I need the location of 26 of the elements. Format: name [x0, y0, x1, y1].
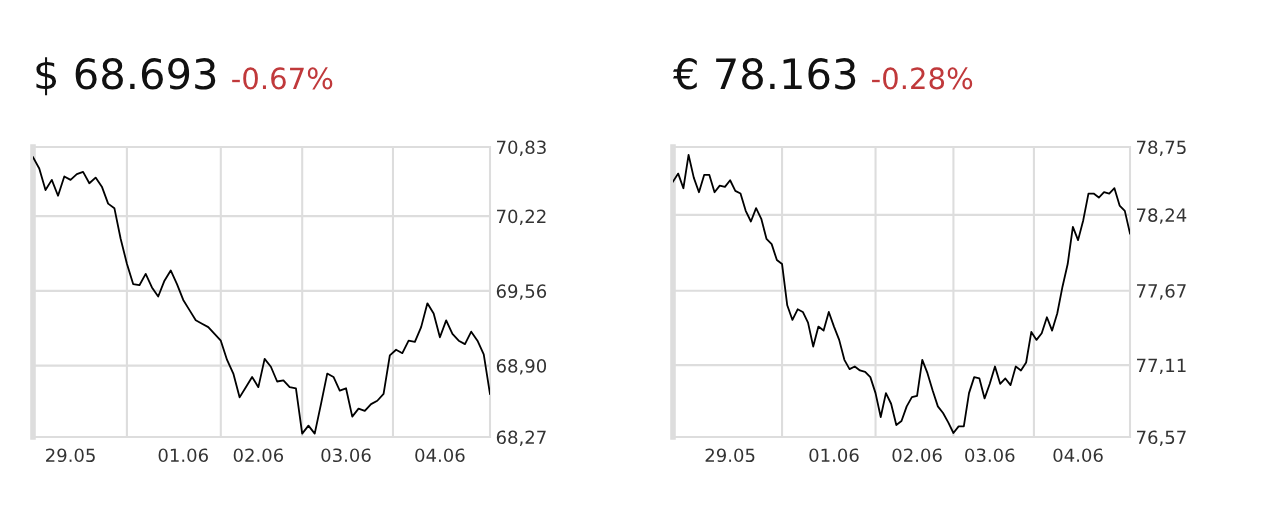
x-tick-label: 04.06 [415, 448, 465, 463]
y-tick-label: 70,22 [497, 209, 546, 226]
chart-title: € 78.163 [673, 58, 856, 90]
chart-subtitle: -0.28% [872, 67, 973, 90]
y-tick-label: 77,67 [1137, 284, 1186, 300]
y-tick-label: 77,11 [1137, 358, 1186, 375]
y-tick-label: 78,75 [1137, 140, 1186, 156]
y-tick-label: 68,90 [496, 359, 547, 375]
y-tick-label: 70,83 [497, 140, 546, 156]
x-tick-label: 01.06 [158, 448, 208, 463]
x-tick-label: 01.06 [809, 448, 859, 463]
y-tick-label: 68,27 [496, 430, 546, 446]
x-tick-label: 03.06 [965, 448, 1015, 463]
x-tick-label: 03.06 [321, 448, 371, 463]
x-tick-label: 02.06 [892, 448, 942, 463]
y-tick-label: 78,24 [1137, 208, 1187, 224]
y-tick-label: 69,56 [496, 284, 547, 300]
y-tick-label: 76,57 [1137, 430, 1186, 446]
x-tick-label: 29.05 [705, 448, 755, 463]
chart-title: $ 68.693 [36, 57, 216, 96]
chart-subtitle: -0.67% [232, 67, 333, 90]
line-series [673, 154, 1130, 434]
x-tick-label: 02.06 [233, 448, 284, 463]
x-tick-label: 29.05 [46, 448, 95, 463]
x-tick-label: 04.06 [1053, 448, 1103, 463]
line-series [33, 156, 490, 435]
